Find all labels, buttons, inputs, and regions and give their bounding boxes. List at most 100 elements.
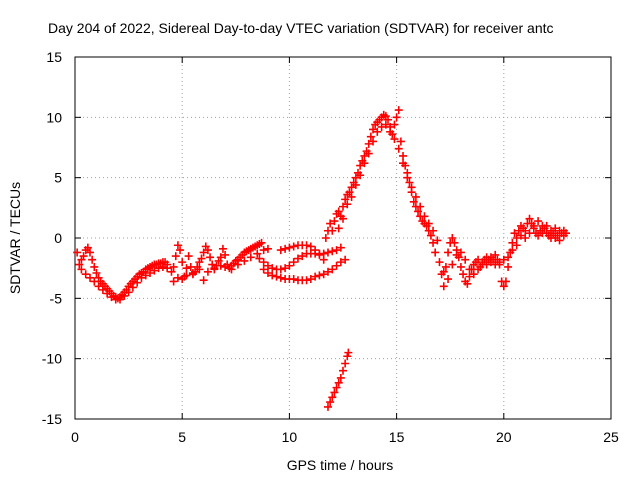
- data-point: [169, 262, 178, 271]
- data-point: [77, 265, 86, 274]
- data-points: [73, 106, 570, 411]
- data-point: [384, 115, 393, 124]
- data-point: [343, 352, 352, 361]
- data-point: [216, 261, 225, 270]
- data-point: [347, 183, 356, 192]
- data-point: [521, 226, 530, 235]
- data-point: [549, 229, 558, 238]
- data-point: [257, 238, 266, 247]
- data-point: [452, 250, 461, 259]
- data-point: [184, 252, 193, 261]
- data-point: [504, 253, 513, 262]
- data-point: [491, 250, 500, 259]
- data-point: [146, 268, 155, 277]
- x-tick-labels: 0 5 10 15 20 25: [71, 429, 619, 445]
- data-point: [120, 291, 129, 300]
- data-point: [330, 388, 339, 397]
- data-point: [456, 248, 465, 257]
- data-point: [450, 238, 459, 247]
- data-point: [516, 231, 525, 240]
- data-point: [347, 192, 356, 201]
- data-point: [128, 283, 137, 292]
- data-point: [336, 373, 345, 382]
- data-point: [339, 202, 347, 211]
- data-point: [499, 255, 508, 264]
- data-point: [351, 173, 360, 182]
- data-point: [163, 264, 172, 273]
- data-point: [272, 272, 281, 281]
- data-point: [210, 264, 219, 273]
- data-point: [439, 282, 448, 291]
- data-point: [276, 246, 285, 255]
- data-point: [289, 242, 298, 251]
- data-point: [259, 265, 268, 274]
- data-point: [332, 246, 341, 255]
- data-point: [433, 236, 442, 245]
- data-point: [424, 219, 433, 228]
- data-point: [534, 231, 543, 240]
- data-point: [176, 246, 185, 255]
- data-point: [171, 252, 180, 261]
- data-point: [81, 270, 90, 279]
- data-point: [167, 267, 176, 276]
- data-point: [306, 242, 315, 251]
- data-point: [86, 248, 95, 257]
- y-tick-label: -5: [50, 290, 63, 306]
- data-point: [94, 282, 103, 291]
- data-point: [377, 122, 386, 131]
- data-point: [521, 234, 530, 242]
- data-point: [88, 255, 97, 264]
- data-point: [390, 120, 399, 129]
- data-point: [141, 271, 150, 280]
- data-point: [158, 262, 167, 271]
- data-point: [469, 270, 478, 279]
- data-point: [416, 202, 425, 211]
- data-point: [444, 275, 453, 284]
- data-point: [154, 264, 163, 273]
- data-point: [341, 359, 350, 368]
- data-point: [461, 255, 470, 264]
- data-point: [293, 254, 302, 263]
- data-point: [399, 151, 408, 160]
- data-point: [268, 264, 277, 273]
- data-point: [289, 258, 298, 267]
- data-point: [369, 125, 378, 134]
- axis-ticks: [74, 56, 612, 420]
- data-point: [534, 217, 543, 226]
- data-point: [240, 256, 249, 265]
- data-point: [339, 214, 347, 223]
- data-point: [173, 241, 182, 250]
- data-point: [178, 275, 187, 284]
- data-point: [315, 271, 324, 280]
- grid-lines: [75, 57, 611, 419]
- data-point: [263, 261, 272, 270]
- data-point: [92, 268, 101, 277]
- data-point: [555, 236, 564, 245]
- data-point: [328, 265, 337, 274]
- data-point: [285, 243, 294, 252]
- data-point: [73, 248, 82, 257]
- data-point: [525, 214, 534, 223]
- data-point: [356, 161, 365, 170]
- data-point: [281, 244, 290, 253]
- data-point: [439, 267, 448, 276]
- data-point: [83, 243, 92, 252]
- data-point: [334, 224, 343, 233]
- data-point: [444, 248, 453, 257]
- data-point: [255, 254, 264, 263]
- data-point: [216, 253, 225, 262]
- data-point: [259, 258, 268, 267]
- data-point: [399, 159, 408, 168]
- data-point: [182, 271, 191, 280]
- x-tick-label: 0: [71, 429, 79, 445]
- data-point: [302, 276, 311, 285]
- data-point: [199, 248, 208, 257]
- y-tick-label: 10: [46, 109, 62, 125]
- data-point: [525, 229, 534, 238]
- data-point: [364, 149, 373, 158]
- data-point: [336, 258, 345, 267]
- data-point: [107, 293, 116, 302]
- data-point: [79, 252, 88, 261]
- data-point: [188, 268, 197, 277]
- data-point: [429, 238, 438, 247]
